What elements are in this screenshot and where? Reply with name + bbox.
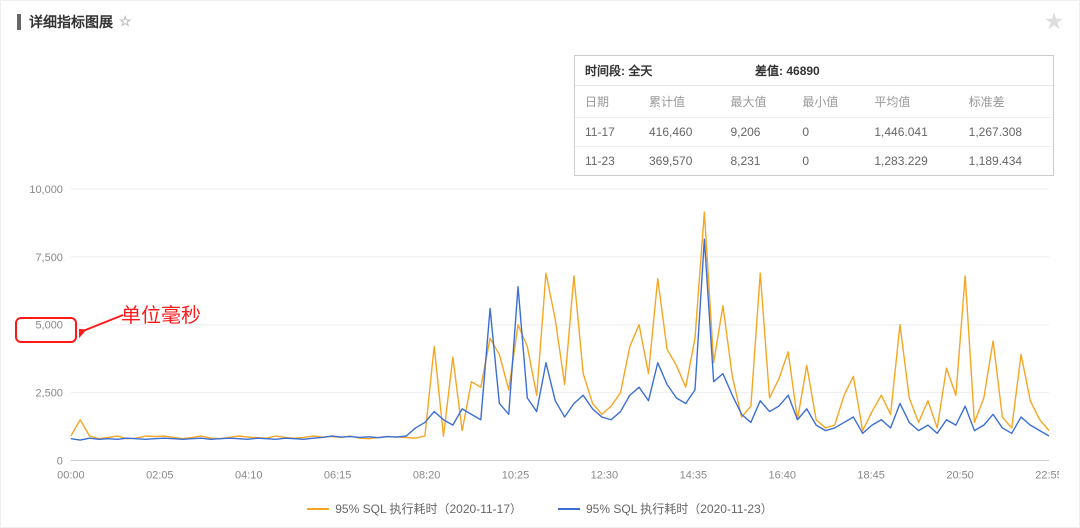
legend-item[interactable]: 95% SQL 执行耗时（2020-11-23）	[558, 500, 773, 517]
svg-text:08:20: 08:20	[413, 469, 440, 481]
svg-text:5,000: 5,000	[35, 320, 62, 332]
table-cell: 11-17	[575, 118, 639, 147]
table-column-header: 平均值	[864, 86, 958, 118]
table-column-header: 标准差	[959, 86, 1053, 118]
legend-swatch	[558, 508, 580, 510]
star-outline-icon[interactable]: ☆	[119, 13, 132, 30]
stats-box: 时间段: 全天 差值: 46890 日期累计值最大值最小值平均值标准差 11-1…	[574, 55, 1054, 176]
svg-text:02:05: 02:05	[146, 469, 173, 481]
svg-text:18:45: 18:45	[857, 469, 884, 481]
chart-legend: 95% SQL 执行耗时（2020-11-17） 95% SQL 执行耗时（202…	[1, 499, 1079, 518]
header-accent-bar	[17, 14, 21, 30]
table-row: 11-17416,4609,20601,446.0411,267.308	[575, 118, 1053, 147]
svg-text:00:00: 00:00	[57, 469, 84, 481]
svg-text:20:50: 20:50	[946, 469, 973, 481]
legend-swatch	[307, 508, 329, 510]
table-cell: 1,189.434	[959, 147, 1053, 176]
svg-text:06:15: 06:15	[324, 469, 351, 481]
table-cell: 0	[792, 147, 864, 176]
svg-text:22:55: 22:55	[1035, 469, 1059, 481]
svg-text:10:25: 10:25	[502, 469, 529, 481]
diff-label: 差值:	[755, 64, 783, 78]
table-cell: 416,460	[639, 118, 720, 147]
table-cell: 1,283.229	[864, 147, 958, 176]
table-cell: 1,446.041	[864, 118, 958, 147]
svg-text:7,500: 7,500	[35, 252, 62, 264]
line-chart: 0 2,500 5,000 7,500 10,000 00:00 02:05 04:10 06:…	[21, 181, 1059, 486]
table-header-row: 日期累计值最大值最小值平均值标准差	[575, 86, 1053, 118]
stats-table: 日期累计值最大值最小值平均值标准差 11-17416,4609,20601,44…	[575, 86, 1053, 175]
table-cell: 0	[792, 118, 864, 147]
legend-item[interactable]: 95% SQL 执行耗时（2020-11-17）	[307, 500, 522, 517]
svg-text:2,500: 2,500	[35, 388, 62, 400]
svg-text:16:40: 16:40	[769, 469, 796, 481]
time-range-value: 全天	[628, 64, 652, 78]
legend-label: 95% SQL 执行耗时（2020-11-23）	[586, 500, 773, 517]
table-cell: 1,267.308	[959, 118, 1053, 147]
time-range-label: 时间段:	[585, 64, 625, 78]
table-cell: 9,206	[720, 118, 792, 147]
panel-title: 详细指标图展	[29, 12, 113, 32]
star-solid-icon[interactable]: ★	[1045, 9, 1063, 34]
table-column-header: 最小值	[792, 86, 864, 118]
svg-text:12:30: 12:30	[591, 469, 618, 481]
table-column-header: 最大值	[720, 86, 792, 118]
panel-header: 详细指标图展 ☆ ★	[1, 1, 1079, 42]
diff-value: 46890	[786, 64, 819, 78]
svg-text:0: 0	[57, 455, 63, 467]
table-column-header: 日期	[575, 86, 639, 118]
legend-label: 95% SQL 执行耗时（2020-11-17）	[335, 500, 522, 517]
table-cell: 369,570	[639, 147, 720, 176]
svg-text:10,000: 10,000	[29, 184, 63, 196]
table-cell: 8,231	[720, 147, 792, 176]
table-row: 11-23369,5708,23101,283.2291,189.434	[575, 147, 1053, 176]
stats-summary-row: 时间段: 全天 差值: 46890	[575, 56, 1053, 86]
table-column-header: 累计值	[639, 86, 720, 118]
table-cell: 11-23	[575, 147, 639, 176]
svg-text:14:35: 14:35	[680, 469, 707, 481]
metrics-panel: 详细指标图展 ☆ ★ 时间段: 全天 差值: 46890 日期累计值最大值最小值…	[0, 0, 1080, 528]
svg-text:04:10: 04:10	[235, 469, 262, 481]
